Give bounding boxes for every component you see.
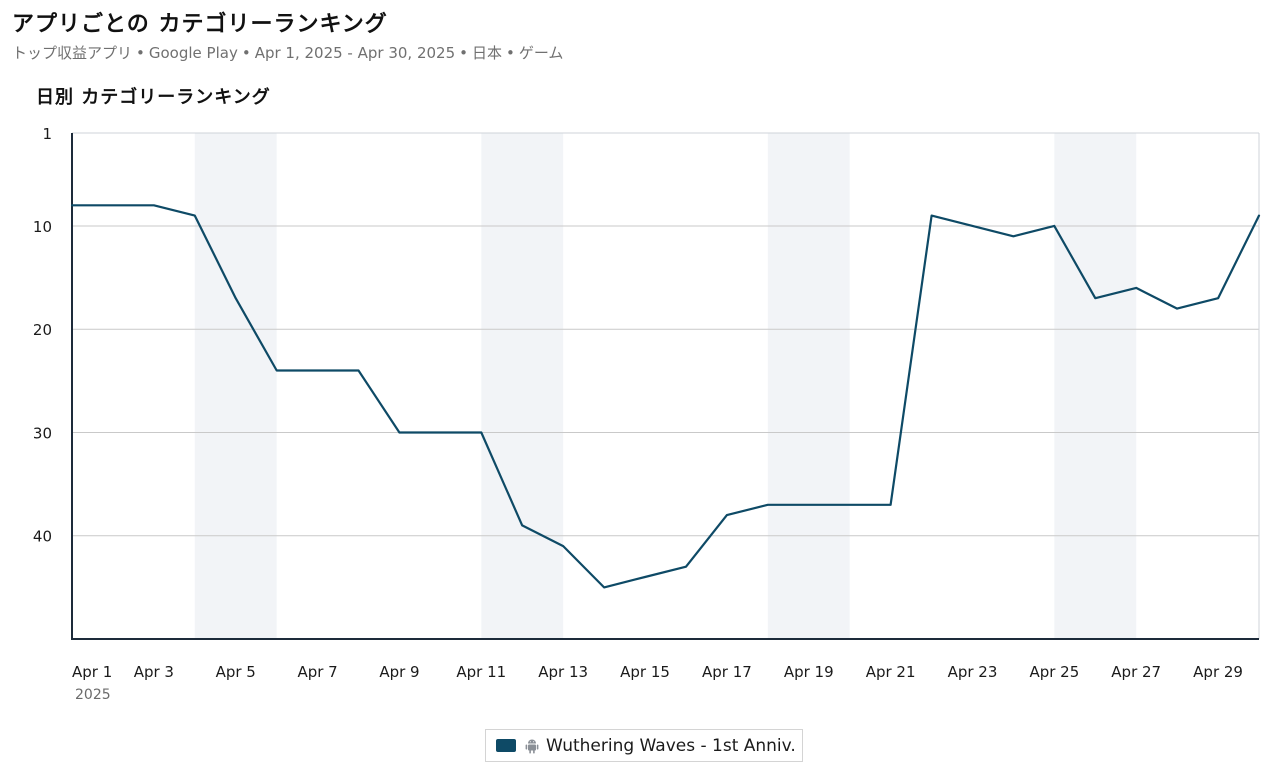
data-point bbox=[438, 430, 442, 434]
x-tick-label: Apr 1 bbox=[72, 663, 112, 681]
weekend-band bbox=[194, 133, 277, 639]
subtitle-store: Google Play bbox=[148, 44, 238, 62]
x-tick-label: Apr 29 bbox=[1193, 663, 1243, 681]
data-point bbox=[316, 369, 320, 373]
subtitle-country: 日本 bbox=[471, 44, 502, 62]
x-tick-label: Apr 15 bbox=[620, 663, 670, 681]
y-tick-label: 10 bbox=[33, 218, 52, 236]
data-point bbox=[766, 503, 770, 507]
data-point bbox=[479, 430, 483, 434]
data-point bbox=[193, 214, 197, 218]
data-point bbox=[275, 369, 279, 373]
weekend-bands bbox=[194, 133, 1137, 639]
data-point bbox=[1134, 286, 1138, 290]
data-point bbox=[889, 503, 893, 507]
y-axis-labels: 1 10 20 30 40 bbox=[33, 125, 52, 546]
x-tick-label: Apr 9 bbox=[379, 663, 419, 681]
data-point bbox=[848, 503, 852, 507]
data-point bbox=[970, 224, 974, 228]
data-point bbox=[70, 203, 74, 207]
x-tick-label: Apr 13 bbox=[538, 663, 588, 681]
series-group bbox=[70, 203, 1261, 589]
subtitle-category: ゲーム bbox=[518, 44, 564, 62]
x-tick-label: Apr 11 bbox=[456, 663, 506, 681]
y-tick-label: 30 bbox=[33, 424, 52, 442]
x-tick-label: Apr 7 bbox=[297, 663, 337, 681]
subtitle-separator: • bbox=[459, 44, 468, 62]
data-point bbox=[1093, 296, 1097, 300]
subtitle-metric: トップ収益アプリ bbox=[12, 44, 133, 62]
x-tick-label: Apr 25 bbox=[1029, 663, 1079, 681]
x-tick-label: Apr 27 bbox=[1111, 663, 1161, 681]
data-point bbox=[1216, 296, 1220, 300]
x-year-label: 2025 bbox=[75, 687, 111, 703]
data-point bbox=[397, 430, 401, 434]
data-point bbox=[684, 565, 688, 569]
data-point bbox=[930, 214, 934, 218]
x-axis-labels: Apr 1 Apr 3 Apr 5 Apr 7 Apr 9 Apr 11 Apr 13 Apr… bbox=[72, 663, 1243, 703]
x-tick-label: Apr 23 bbox=[948, 663, 998, 681]
legend-label: Wuthering Waves - 1st Anniv. bbox=[546, 735, 796, 756]
x-tick-label: Apr 19 bbox=[784, 663, 834, 681]
y-tick-label: 20 bbox=[33, 321, 52, 339]
x-tick-label: Apr 17 bbox=[702, 663, 752, 681]
weekend-band bbox=[481, 133, 564, 639]
data-point bbox=[1257, 214, 1261, 218]
page-title: アプリごとの カテゴリーランキング bbox=[12, 11, 388, 37]
y-tick-label: 40 bbox=[33, 528, 52, 546]
chart-axes bbox=[71, 132, 1260, 640]
x-tick-label: Apr 21 bbox=[866, 663, 916, 681]
data-point bbox=[561, 544, 565, 548]
series-line bbox=[70, 204, 1261, 589]
data-point bbox=[725, 513, 729, 517]
weekend-band bbox=[1054, 133, 1137, 639]
data-point bbox=[234, 296, 238, 300]
data-point bbox=[520, 523, 524, 527]
subtitle-date-range: Apr 1, 2025 - Apr 30, 2025 bbox=[254, 44, 456, 62]
subtitle-separator: • bbox=[136, 44, 145, 62]
y-tick-label: 1 bbox=[42, 125, 52, 143]
subtitle-separator: • bbox=[241, 44, 251, 62]
legend-swatch bbox=[496, 739, 516, 752]
weekend-band bbox=[767, 133, 850, 639]
data-point bbox=[1011, 234, 1015, 238]
data-point bbox=[807, 503, 811, 507]
data-point bbox=[1052, 224, 1056, 228]
data-point bbox=[111, 203, 115, 207]
page-subtitle: トップ収益アプリ • Google Play • Apr 1, 2025 - Apr 3… bbox=[12, 42, 563, 63]
chart-title: 日別 カテゴリーランキング bbox=[36, 87, 271, 108]
chart-legend[interactable]: Wuthering Waves - 1st Anniv. bbox=[485, 729, 803, 762]
data-point bbox=[1175, 307, 1179, 311]
android-icon bbox=[525, 739, 539, 753]
data-point bbox=[643, 575, 647, 579]
data-point bbox=[357, 369, 361, 373]
x-tick-label: Apr 3 bbox=[134, 663, 174, 681]
data-point bbox=[152, 203, 156, 207]
x-tick-label: Apr 5 bbox=[216, 663, 256, 681]
subtitle-separator: • bbox=[506, 44, 515, 62]
data-point bbox=[602, 585, 606, 589]
